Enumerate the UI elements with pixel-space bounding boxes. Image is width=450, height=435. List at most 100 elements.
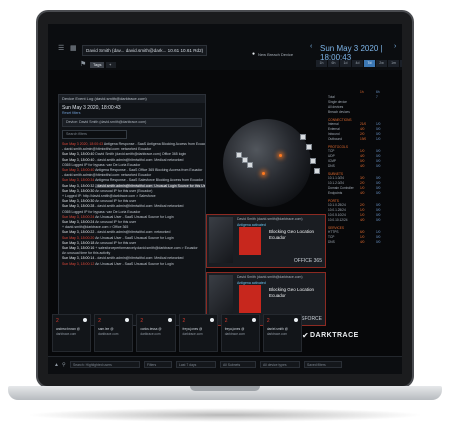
stats-row[interactable]: TCP 1/0 0/0 <box>328 235 400 240</box>
stats-row[interactable]: 10.1.0.25/24 2/0 0/0 <box>328 203 400 208</box>
log-line[interactable]: Sun May 3, 18:00:40 David Smith (david.s… <box>59 152 205 157</box>
log-line[interactable]: Sun May 3, 18:00:24 An Unusual User - Sa… <box>59 215 205 220</box>
chevron-left-icon[interactable]: ‹ <box>310 43 313 50</box>
stats-row[interactable]: DNS 4/0 0/0 <box>328 164 400 169</box>
user-pill[interactable]: David Smith (dav... david.smith@dark... … <box>82 45 208 56</box>
stats-row[interactable]: ICMP 0/0 0/0 <box>328 159 400 164</box>
stats-row[interactable]: All devices <box>328 105 400 110</box>
grid-icon[interactable]: ▦ <box>70 45 77 52</box>
reset-filters-link[interactable]: Reset filters <box>62 111 81 115</box>
range-1m[interactable]: 1m <box>388 60 399 67</box>
stats-row[interactable]: Total 7 <box>328 95 400 100</box>
device-node[interactable] <box>242 157 248 163</box>
range-1d[interactable]: 1d <box>340 60 351 67</box>
log-line[interactable]: Sun May 3, 18:00:34 Antigena Response - … <box>59 178 205 183</box>
stats-row[interactable]: 10.1.2.0/24 2/0 0/0 <box>328 181 400 186</box>
shield-icon[interactable]: ▲ <box>54 362 59 368</box>
log-detail: + david.smith@darktrace.com > Office 365 <box>62 225 129 230</box>
log-line[interactable]: Sun May 3, 18:00:30 An unusual IP for th… <box>59 199 205 204</box>
range-1h[interactable]: 1h <box>316 60 327 67</box>
tags-button[interactable]: Tags <box>90 62 105 68</box>
alert-card-office365[interactable]: David Smith (david.smith@darktrace.com) … <box>206 214 326 268</box>
log-line[interactable]: - david.smith.admin@hitmiwithd.com: netw… <box>59 173 205 178</box>
breach-user-card[interactable]: 2 freya.jones @ darktrace.com <box>178 314 218 352</box>
range-7d[interactable]: 7d <box>364 60 375 67</box>
log-line[interactable]: Sun May 3, 18:00:40 Antigena Response - … <box>59 168 205 173</box>
stats-col-6h[interactable]: 6h <box>376 90 380 94</box>
stats-col-1h[interactable]: 1h <box>360 90 364 94</box>
device-node[interactable] <box>314 168 320 174</box>
stats-row[interactable]: Single device <box>328 100 400 105</box>
stats-row[interactable]: HTTPS 6/0 1/0 <box>328 230 400 235</box>
stats-row[interactable]: 10.1.1.0/24 3/0 0/0 <box>328 176 400 181</box>
breach-count: 2 <box>56 318 59 324</box>
breach-user-card[interactable]: 2 carlos.tessa @ darktrace.com <box>136 314 176 352</box>
log-line[interactable]: Sun May 3 2020, 18:00:43 Antigena Respon… <box>59 142 205 147</box>
range-3m[interactable]: 3m <box>400 60 402 67</box>
log-line[interactable]: + Logged IP: http://david.smith@darktrac… <box>59 194 205 199</box>
globe-visualization[interactable] <box>223 119 311 207</box>
footer-device-types[interactable]: All device types <box>260 361 300 368</box>
footer-search-input[interactable]: Search: Highlighted users <box>70 361 140 368</box>
log-search-input[interactable]: Search filters <box>62 130 127 139</box>
log-line[interactable]: Sun May 3, 18:00:22 - david.smith.admin@… <box>59 230 205 235</box>
log-line[interactable]: Sun May 3, 18:00:28 - david.smith.admin@… <box>59 204 205 209</box>
search-icon[interactable]: ⚲ <box>62 362 66 368</box>
log-line[interactable]: O365 Logged IP for bypass: van De Loria … <box>59 210 205 215</box>
stats-row[interactable]: Endpoints 4/0 0/0 <box>328 191 400 196</box>
breach-user-card[interactable]: 2 sam.lee @ darktrace.com <box>94 314 134 352</box>
footer-subnets[interactable]: All Subnets <box>220 361 256 368</box>
device-filter[interactable]: Device: David Smith (david.smith@darktra… <box>62 118 202 127</box>
device-node[interactable] <box>236 152 242 158</box>
breach-user-card[interactable]: 2 daniel.smith @ darktrace.com <box>262 314 303 352</box>
stats-row[interactable]: 10.0.5.10/24 1/0 0/0 <box>328 213 400 218</box>
range-6h[interactable]: 6h <box>328 60 339 67</box>
stats-row[interactable]: Domain Controller 1/0 0/0 <box>328 186 400 191</box>
footer-time-range[interactable]: Last 7 days <box>176 361 216 368</box>
stats-row[interactable]: DNS 4/0 0/0 <box>328 240 400 245</box>
log-line[interactable]: Sun May 3, 18:00:18 An unusual IP for th… <box>59 241 205 246</box>
log-line[interactable]: Sun May 3, 18:00:12 An Unusual User - Sa… <box>59 262 205 267</box>
device-node[interactable] <box>247 162 253 168</box>
log-line[interactable]: Sun May 3, 18:00:20 An Unusual User - Sa… <box>59 236 205 241</box>
log-line[interactable]: Sun May 3, 18:00:30 An unusual IP for th… <box>59 189 205 194</box>
stats-row[interactable]: Outbound 19/0 1/0 <box>328 137 400 142</box>
device-node[interactable] <box>310 158 316 164</box>
log-line[interactable]: Sun May 3, 18:00:32 - david.smith.admin@… <box>59 183 205 189</box>
footer-saved-filters[interactable]: Saved filters <box>304 361 342 368</box>
stats-row[interactable]: External 4/0 0/0 <box>328 127 400 132</box>
device-node[interactable] <box>300 134 306 140</box>
log-line[interactable]: Sun May 3, 18:00:16 + salesforceperforma… <box>59 246 205 251</box>
range-2w[interactable]: 2w <box>376 60 387 67</box>
stats-section-title: SERVICES <box>328 226 345 230</box>
menu-icon[interactable]: ☰ <box>58 45 65 52</box>
breach-user-card[interactable]: 2 freya.jones @ darktrace.com <box>220 314 260 352</box>
stats-row[interactable]: TCP 1/0 0/0 <box>328 149 400 154</box>
stats-value: 19/0 <box>360 137 367 141</box>
datetime[interactable]: Sun May 3 2020 | 18:00:43 <box>320 44 383 62</box>
event-log-title[interactable]: Device Event Log (david.smith@darktrace.… <box>59 95 205 103</box>
stats-row[interactable]: 10.0.10.12/24 4/0 0/0 <box>328 218 400 223</box>
log-line[interactable]: + david.smith@darktrace.com > Office 365 <box>59 225 205 230</box>
log-line[interactable]: Sun May 3, 18:00:14 - david.smith.admin@… <box>59 256 205 261</box>
stats-row[interactable]: 10.0.1.25/24 1/0 0/0 <box>328 208 400 213</box>
stats-value: 0/0 <box>376 191 381 195</box>
footer-filters[interactable]: Filters <box>144 361 172 368</box>
breach-user-card[interactable]: 2 andrew.brown @ darktrace.com <box>52 314 92 352</box>
range-4d[interactable]: 4d <box>352 60 363 67</box>
log-line[interactable]: Sun May 3, 18:00:24 An unusual IP for th… <box>59 220 205 225</box>
log-line[interactable]: - david.smith.admin@hitmiwithd.com: netw… <box>59 147 205 152</box>
stats-row[interactable]: Breach devices <box>328 110 400 115</box>
stats-row[interactable]: Inbound 2/0 0/0 <box>328 132 400 137</box>
stats-row[interactable]: UDP 4/0 0/0 <box>328 154 400 159</box>
stats-row[interactable]: Internal 21/0 1/0 <box>328 122 400 127</box>
log-line[interactable]: Sun May 3, 18:00:40 - david.smith.admin@… <box>59 158 205 163</box>
stats-value: 2/0 <box>360 132 365 136</box>
add-tag-button[interactable]: + <box>106 62 116 68</box>
log-line[interactable]: An unusual time for this activity <box>59 251 205 256</box>
device-node[interactable] <box>306 144 312 150</box>
log-time: Sun May 3, 18:00:24 <box>62 220 95 225</box>
chevron-right-icon[interactable]: › <box>394 43 397 50</box>
stats-section-title: CONNECTIONS <box>328 118 352 122</box>
log-line[interactable]: O365 Logged IP for bypass: van De Loria … <box>59 163 205 168</box>
